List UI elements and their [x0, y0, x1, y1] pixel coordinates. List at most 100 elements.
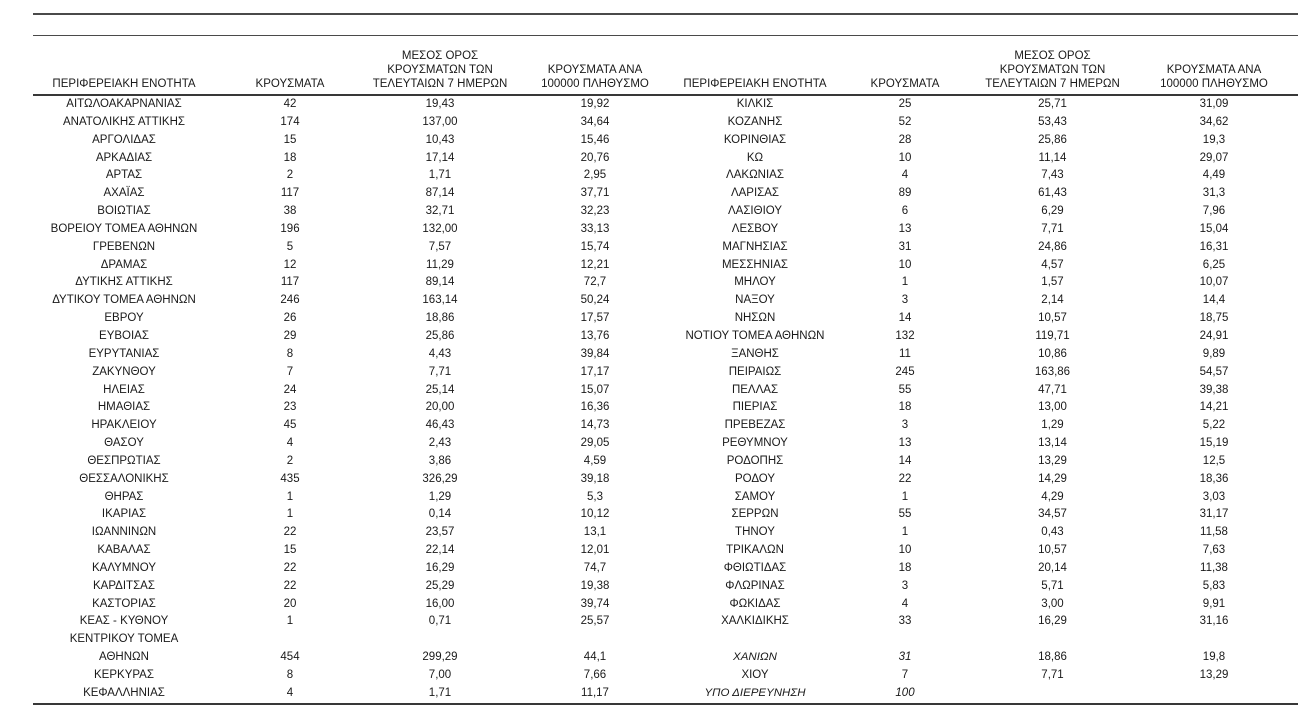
table-row: ΒΟΡΕΙΟΥ ΤΟΜΕΑ ΑΘΗΝΩΝ 196 132,00 33,13 ΛΕΣΒΟΥ…: [33, 221, 1298, 239]
region-name-cell: ΚΑΣΤΟΡΙΑΣ: [92, 597, 156, 610]
value-cell: 44,1: [583, 651, 607, 664]
value-cell: 5,22: [1202, 419, 1226, 432]
value-cell: 42: [283, 98, 297, 110]
value-cell: 34,57: [1038, 508, 1067, 521]
region-name-cell: ΝΑΞΟΥ: [735, 294, 775, 307]
value-cell: 19,92: [580, 98, 610, 110]
value-cell: 13,1: [583, 526, 607, 539]
value-cell: 29,07: [1199, 151, 1229, 164]
header-per-100k-left: ΚΡΟΥΣΜΑΤΑ ΑΝΑ 100000 ΠΛΗΘΥΣΜΟ: [515, 39, 675, 96]
value-cell: 87,14: [425, 187, 455, 200]
value-cell: 46,43: [425, 419, 455, 432]
value-cell: 2: [286, 454, 294, 467]
region-name-cell: ΗΜΑΘΙΑΣ: [97, 401, 151, 414]
region-name-cell: ΚΑΡΔΙΤΣΑΣ: [93, 579, 155, 592]
value-cell: 13: [898, 222, 912, 235]
value-cell: 18,86: [1038, 651, 1067, 664]
value-cell: 17,57: [580, 312, 610, 325]
value-cell: 39,84: [580, 347, 610, 360]
value-cell: 33: [898, 615, 912, 628]
value-cell: 7,96: [1202, 205, 1226, 218]
value-cell: 174: [280, 115, 300, 128]
value-cell: 137,00: [422, 115, 458, 128]
value-cell: 7,71: [1041, 222, 1064, 235]
value-cell: 18: [283, 151, 297, 164]
value-cell: 3,86: [428, 454, 452, 467]
region-name-cell: ΒΟΙΩΤΙΑΣ: [97, 205, 151, 218]
value-cell: 55: [898, 383, 912, 396]
value-cell: 246: [280, 294, 300, 307]
table-row: ΑΡΤΑΣ 2 1,71 2,95 ΛΑΚΩΝΙΑΣ 4 7,43 4,49: [33, 167, 1298, 185]
region-name-cell: ΚΩ: [746, 151, 764, 164]
region-name-cell: ΛΑΚΩΝΙΑΣ: [726, 169, 784, 182]
value-cell: 11: [899, 347, 911, 360]
value-cell: 17,14: [425, 151, 455, 164]
value-cell: 163,86: [1034, 365, 1071, 378]
region-name-cell: ΚΕΝΤΡΙΚΟΥ ΤΟΜΕΑ: [69, 633, 179, 646]
region-name-cell: ΧΙΟΥ: [741, 669, 769, 681]
value-cell: 4: [286, 437, 294, 450]
value-cell: 19,43: [425, 98, 455, 110]
value-cell: 53,43: [1038, 115, 1067, 128]
value-cell: 6,25: [1202, 258, 1226, 271]
value-cell: 7,66: [583, 669, 607, 681]
value-cell: 2,95: [583, 169, 607, 182]
value-cell: 132,00: [422, 222, 458, 235]
value-cell: 12,21: [580, 258, 610, 271]
region-name-cell: ΗΡΑΚΛΕΙΟΥ: [91, 419, 157, 432]
value-cell: 89,14: [425, 276, 455, 289]
region-name-cell: ΦΛΩΡΙΝΑΣ: [725, 579, 785, 592]
region-name-cell: ΑΧΑΪΑΣ: [103, 187, 145, 200]
table-row: ΘΕΣΣΑΛΟΝΙΚΗΣ 435 326,29 39,18 ΡΟΔΟΥ 22 14,29 18…: [33, 471, 1298, 489]
region-name-cell: ΞΑΝΘΗΣ: [731, 347, 779, 360]
table-row: ΕΥΡΥΤΑΝΙΑΣ 8 4,43 39,84 ΞΑΝΘΗΣ 11 10,86 9,89: [33, 346, 1298, 364]
value-cell: 22,14: [425, 544, 455, 557]
table-row: ΑΧΑΪΑΣ 117 87,14 37,71 ΛΑΡΙΣΑΣ 89 61,43 31,3: [33, 185, 1298, 203]
table-row: ΗΛΕΙΑΣ 24 25,14 15,07 ΠΕΛΛΑΣ 55 47,71 39,38: [33, 382, 1298, 400]
value-cell: 39,38: [1199, 383, 1229, 396]
value-cell: 18: [898, 401, 912, 414]
value-cell: 13,76: [580, 329, 610, 342]
value-cell: 8: [286, 347, 294, 360]
table-row: ΖΑΚΥΝΘΟΥ 7 7,71 17,17 ΠΕΙΡΑΙΩΣ 245 163,86 54,57: [33, 364, 1298, 382]
value-cell: 24,86: [1038, 240, 1067, 253]
value-cell: 19,8: [1202, 651, 1226, 664]
value-cell: 31,3: [1202, 187, 1226, 200]
value-cell: 14: [898, 454, 912, 467]
value-cell: 25,29: [425, 579, 455, 592]
region-name-cell: ΚΟΖΑΝΗΣ: [727, 115, 783, 128]
value-cell: 55: [898, 508, 912, 521]
table-row: ΚΕΝΤΡΙΚΟΥ ΤΟΜΕΑ: [33, 631, 1298, 649]
value-cell: 1: [286, 508, 294, 521]
value-cell: 196: [280, 222, 300, 235]
value-cell: 7,71: [428, 365, 452, 378]
value-cell: 6: [901, 205, 909, 218]
value-cell: 74,7: [583, 561, 607, 574]
value-cell: 10,57: [1038, 312, 1067, 325]
value-cell: 10,43: [425, 133, 455, 146]
table-row: ΓΡΕΒΕΝΩΝ 5 7,57 15,74 ΜΑΓΝΗΣΙΑΣ 31 24,86 16,31: [33, 239, 1298, 257]
value-cell: 1,71: [428, 169, 452, 182]
region-name-cell: ΘΗΡΑΣ: [104, 490, 144, 503]
region-name-cell: ΑΡΓΟΛΙΔΑΣ: [92, 133, 156, 146]
table-row: ΘΗΡΑΣ 1 1,29 5,3 ΣΑΜΟΥ 1 4,29 3,03: [33, 489, 1298, 507]
value-cell: 16,29: [1038, 615, 1067, 628]
value-cell: [1130, 684, 1298, 705]
value-cell: 4: [215, 684, 365, 705]
value-cell: 11,14: [1038, 151, 1067, 164]
value-cell: 4,43: [428, 347, 452, 360]
value-cell: 32,71: [425, 205, 455, 218]
value-cell: [215, 631, 365, 649]
region-name-cell: ΤΗΝΟΥ: [735, 526, 775, 539]
region-name-cell: ΥΠΟ ΔΙΕΡΕΥΝΗΣΗ: [675, 684, 835, 705]
value-cell: 6,29: [1041, 205, 1064, 218]
region-name-cell: ΚΕΦΑΛΛΗΝΙΑΣ: [33, 684, 215, 705]
value-cell: 52: [898, 115, 912, 128]
value-cell: 20: [283, 597, 297, 610]
value-cell: 12: [283, 258, 297, 271]
value-cell: 3: [901, 419, 909, 432]
value-cell: 18,36: [1199, 472, 1229, 485]
value-cell: 1: [901, 526, 909, 539]
region-name-cell: ΔΥΤΙΚΗΣ ΑΤΤΙΚΗΣ: [75, 276, 173, 289]
